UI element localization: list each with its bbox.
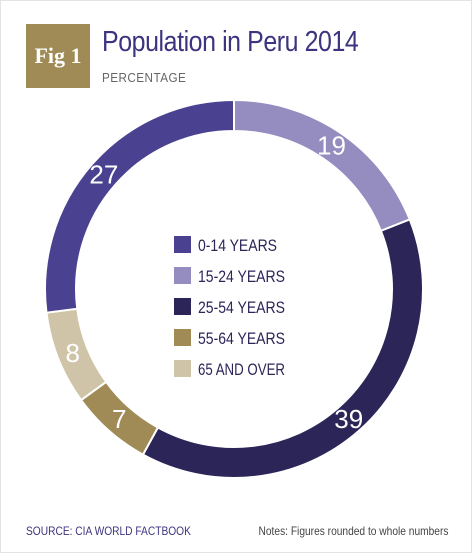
legend-label: 0-14 YEARS <box>198 236 277 255</box>
chart-title: Population in Peru 2014 <box>102 26 359 58</box>
legend-label: 65 AND OVER <box>198 360 285 379</box>
rounding-note: Notes: Figures rounded to whole numbers <box>258 524 448 538</box>
figure-badge: Fig 1 <box>26 24 90 88</box>
legend-swatch <box>174 329 191 346</box>
slice-value-label: 8 <box>65 338 79 368</box>
legend-label: 25-54 YEARS <box>198 298 285 317</box>
slice-25-54-years <box>141 218 424 479</box>
slice-15-24-years <box>233 98 412 233</box>
legend-label: 15-24 YEARS <box>198 267 285 286</box>
slice-value-label: 39 <box>334 404 363 434</box>
legend-swatch <box>174 360 191 377</box>
legend-swatch <box>174 298 191 315</box>
legend-label: 55-64 YEARS <box>198 329 285 348</box>
slice-value-label: 19 <box>317 131 346 161</box>
slice-value-label: 7 <box>112 404 126 434</box>
chart-subtitle: PERCENTAGE <box>102 70 187 85</box>
slice-value-label: 27 <box>89 159 118 189</box>
legend-swatch <box>174 236 191 253</box>
source-note: SOURCE: CIA WORLD FACTBOOK <box>26 524 191 538</box>
slice-0-14-years <box>44 98 235 314</box>
legend-swatch <box>174 267 191 284</box>
